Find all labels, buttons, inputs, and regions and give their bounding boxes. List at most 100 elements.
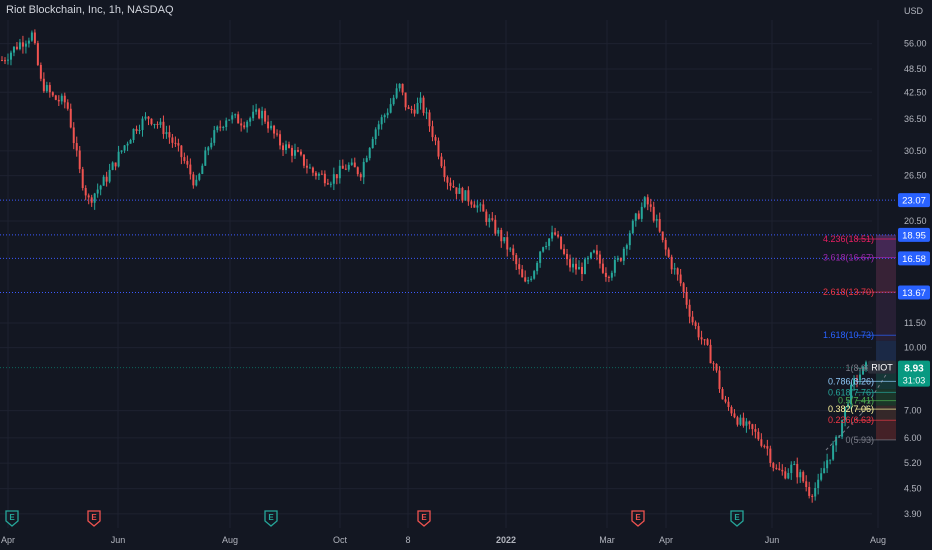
- candle-body: [341, 165, 344, 169]
- candle-body: [790, 464, 793, 474]
- time-axis-label: Apr: [659, 535, 673, 545]
- candle-body: [715, 363, 718, 371]
- candle-body: [84, 188, 87, 196]
- candle-body: [823, 468, 826, 474]
- price-tag-badge: [898, 227, 930, 242]
- candle-body: [572, 263, 575, 268]
- candle-body: [377, 124, 380, 130]
- candle-body: [290, 147, 293, 156]
- candle-body: [443, 166, 446, 178]
- candle-body: [491, 218, 494, 220]
- candle-body: [793, 463, 796, 465]
- candle-body: [279, 134, 282, 146]
- candle-body: [231, 115, 234, 120]
- fib-band: [876, 234, 896, 259]
- fib-level-label: 0(5.93): [845, 435, 874, 445]
- candle-body: [371, 139, 374, 149]
- candle-body: [784, 471, 787, 479]
- candle-body: [261, 110, 264, 119]
- candle-body: [634, 213, 637, 221]
- candle-body: [835, 436, 838, 446]
- candle-body: [168, 132, 171, 138]
- candle-body: [192, 174, 195, 186]
- candle-body: [539, 251, 542, 263]
- candle-body: [380, 117, 383, 125]
- candle-body: [12, 46, 15, 53]
- candle-body: [431, 126, 434, 138]
- fib-trend-line: [861, 367, 891, 414]
- candle-body: [9, 52, 12, 60]
- candle-body: [832, 445, 835, 460]
- time-axis-label: Jun: [111, 535, 126, 545]
- candle-body: [365, 158, 368, 162]
- candle-body: [425, 112, 428, 114]
- candle-body: [796, 463, 799, 478]
- candle-body: [452, 186, 455, 188]
- earnings-marker-icon: [730, 510, 744, 527]
- candle-body: [706, 339, 709, 345]
- time-axis-label: Apr: [1, 535, 15, 545]
- candle-body: [135, 128, 138, 131]
- candle-body: [554, 232, 557, 235]
- candle-body: [727, 401, 730, 407]
- candle-body: [566, 253, 569, 260]
- earnings-marker-icon: [417, 510, 431, 527]
- candle-body: [589, 252, 592, 258]
- price-tick-label: 30.50: [904, 146, 927, 156]
- candle-body: [332, 174, 335, 184]
- candle-body: [147, 116, 150, 119]
- earnings-marker-label: E: [91, 513, 97, 522]
- candle-body: [781, 469, 784, 472]
- candle-body: [428, 112, 431, 127]
- candle-body: [625, 245, 628, 249]
- candle-body: [655, 219, 658, 221]
- candle-body: [213, 130, 216, 143]
- candle-body: [216, 126, 219, 131]
- candle-body: [57, 99, 60, 102]
- candle-body: [63, 95, 66, 103]
- candle-body: [661, 231, 664, 240]
- price-tick-label: 10.00: [904, 343, 927, 353]
- candle-body: [479, 204, 482, 206]
- candle-body: [311, 167, 314, 173]
- candle-body: [682, 283, 685, 292]
- candle-body: [150, 118, 153, 125]
- candle-body: [156, 123, 159, 125]
- candle-body: [712, 363, 715, 365]
- candle-body: [745, 421, 748, 426]
- price-tick-label: 48.50: [904, 64, 927, 74]
- candle-body: [826, 460, 829, 469]
- candle-body: [592, 250, 595, 253]
- candle-body: [631, 220, 634, 234]
- fib-level-label: 0.618(7.76): [828, 387, 874, 397]
- fib-level-label: 0.382(7.06): [828, 404, 874, 414]
- fib-level-label: 4.236(18.51): [823, 234, 874, 244]
- candle-body: [120, 150, 123, 152]
- candle-body: [258, 109, 261, 119]
- candle-body: [102, 176, 105, 186]
- candle-body: [778, 468, 781, 470]
- candle-body: [536, 262, 539, 272]
- candle-body: [39, 64, 42, 79]
- candle-body: [724, 399, 727, 402]
- candle-body: [90, 197, 93, 203]
- candle-body: [174, 142, 177, 144]
- candle-body: [473, 204, 476, 208]
- candle-body: [850, 384, 853, 405]
- candle-body: [577, 266, 580, 270]
- earnings-marker-icon: [631, 510, 645, 527]
- fib-band: [876, 389, 896, 406]
- candle-body: [811, 495, 814, 497]
- candle-body: [198, 173, 201, 180]
- candle-body: [329, 183, 332, 185]
- candle-body: [282, 145, 285, 151]
- candle-body: [709, 344, 712, 364]
- candle-body: [270, 125, 273, 129]
- candle-body: [751, 424, 754, 430]
- candle-body: [688, 304, 691, 317]
- candle-body: [718, 370, 721, 390]
- symbol-badge: [868, 360, 896, 374]
- candle-body: [392, 97, 395, 105]
